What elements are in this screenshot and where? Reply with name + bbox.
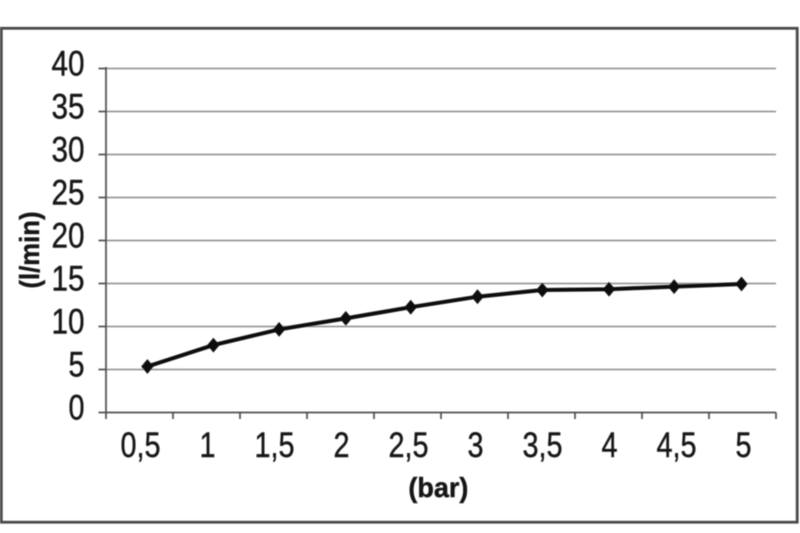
svg-text:3,5: 3,5 bbox=[523, 426, 563, 465]
svg-text:15: 15 bbox=[52, 259, 85, 298]
svg-text:2,5: 2,5 bbox=[389, 426, 429, 465]
svg-text:0,5: 0,5 bbox=[121, 426, 161, 465]
svg-text:(bar): (bar) bbox=[408, 472, 468, 503]
svg-text:4,5: 4,5 bbox=[657, 426, 697, 465]
svg-text:5: 5 bbox=[736, 426, 752, 465]
svg-text:1: 1 bbox=[200, 426, 216, 465]
svg-text:5: 5 bbox=[69, 345, 85, 384]
svg-text:(l/min): (l/min) bbox=[14, 212, 45, 289]
svg-text:4: 4 bbox=[602, 426, 618, 465]
svg-text:3: 3 bbox=[468, 426, 484, 465]
svg-text:10: 10 bbox=[52, 302, 85, 341]
svg-text:0: 0 bbox=[69, 388, 85, 427]
svg-text:30: 30 bbox=[52, 130, 85, 169]
svg-text:1,5: 1,5 bbox=[255, 426, 295, 465]
svg-text:25: 25 bbox=[52, 173, 85, 212]
svg-text:35: 35 bbox=[52, 87, 85, 126]
svg-text:20: 20 bbox=[52, 216, 85, 255]
svg-text:2: 2 bbox=[334, 426, 350, 465]
svg-text:40: 40 bbox=[52, 44, 85, 83]
